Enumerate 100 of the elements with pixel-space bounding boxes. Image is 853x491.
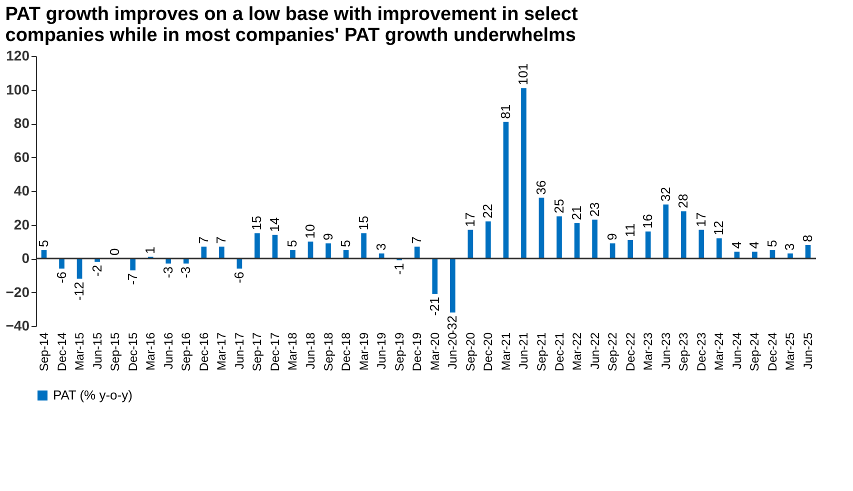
x-tick-label: Jun-24 [730,332,744,370]
data-label: -21 [426,296,442,316]
data-label: 5 [36,240,51,248]
x-tick-label: Sep-20 [463,332,478,372]
data-label: -1 [391,263,406,275]
data-label: -12 [72,282,87,301]
x-tick-label: Jun-19 [374,332,389,370]
x-tick-label: Mar-16 [144,332,158,371]
x-tick-label: Mar-18 [286,332,300,371]
data-label: 25 [551,198,566,214]
data-label: 9 [604,233,620,240]
data-label: 10 [302,224,318,239]
y-tick-label: 80 [14,115,30,131]
x-tick-label: Sep-21 [534,332,548,372]
x-tick-label: Sep-23 [676,332,691,372]
data-label: 15 [249,216,264,230]
data-label: 21 [569,206,584,220]
x-tick-label: Mar-19 [356,332,371,371]
x-tick-label: Mar-24 [712,332,726,371]
x-tick-label: Jun-20 [446,332,460,370]
data-label: 9 [320,233,336,240]
x-tick-label: Jun-18 [304,332,318,370]
data-label: 7 [196,236,211,244]
x-tick-label: Dec-17 [268,332,282,372]
x-tick-label: Dec-16 [196,332,211,372]
data-label: 22 [480,204,496,218]
data-label: 17 [693,212,708,227]
data-label: 0 [107,248,122,256]
data-label: 23 [586,202,602,217]
x-tick-label: Jun-16 [161,332,176,370]
data-label: -7 [124,273,140,285]
data-label: 3 [782,243,798,250]
x-tick-label: Dec-20 [481,332,496,372]
data-label: 17 [462,212,478,227]
y-tick-label: 60 [14,148,30,165]
y-tick-label: −40 [6,318,30,334]
x-tick-label: Jun-25 [801,332,816,370]
y-tick-label: −20 [6,284,30,300]
legend-label: PAT (% y-o-y) [53,388,132,402]
data-label: 8 [800,234,816,242]
x-tick-label: Sep-16 [179,332,194,372]
x-tick-label: Dec-19 [410,332,424,372]
data-label: 28 [676,194,691,208]
x-tick-label: Sep-17 [250,332,264,372]
x-tick-label: Jun-15 [90,332,104,370]
data-label: 5 [764,240,780,248]
y-tick-label: 120 [6,48,30,64]
data-label: -6 [54,272,69,284]
y-tick-label: 20 [14,216,30,232]
x-tick-label: Dec-21 [552,332,566,372]
data-label: 5 [338,240,354,248]
x-tick-label: Dec-18 [339,332,354,372]
data-label: 1 [142,246,158,254]
data-label: -3 [178,266,194,278]
data-label: 4 [728,242,744,249]
data-label: 101 [516,63,531,86]
y-tick-label: 40 [14,182,30,198]
x-tick-label: Mar-22 [570,332,584,371]
x-tick-label: Jun-17 [232,332,246,370]
x-tick-label: Mar-17 [214,332,229,371]
data-label: -2 [89,264,104,276]
data-label: 15 [356,216,371,230]
x-tick-label: Sep-15 [108,332,122,372]
data-label: 14 [266,217,282,232]
x-tick-label: Jun-22 [588,332,602,370]
text: companies while in most companies' PAT growth underwhelms [5,25,576,46]
x-tick-label: Mar-25 [783,332,798,371]
x-tick-label: Dec-23 [694,332,708,372]
data-label: 32 [658,187,673,202]
data-label: -32 [444,316,460,334]
x-tick-label: Sep-19 [392,332,406,372]
x-tick-label: Jun-21 [516,332,531,370]
data-label: 16 [640,214,656,228]
data-label: 81 [498,104,513,119]
data-label: -6 [231,272,246,284]
y-tick-label: 100 [6,81,30,98]
x-tick-label: Sep-24 [748,332,762,372]
x-tick-label: Sep-14 [36,332,51,372]
data-label: 11 [622,223,638,237]
x-tick-label: Mar-20 [428,332,442,371]
x-tick-label: Dec-15 [126,332,140,372]
data-label: 36 [533,180,548,195]
data-label: 5 [284,240,300,248]
data-label: 7 [214,236,229,244]
x-tick-label: Mar-21 [498,332,513,371]
data-label: 7 [409,236,424,244]
data-label: 3 [374,243,389,250]
x-tick-label: Dec-24 [765,332,780,372]
data-label: 12 [711,220,726,236]
text: PAT growth improves on a low base with improvement in select [5,4,578,25]
x-tick-label: Mar-23 [641,332,656,371]
x-tick-label: Sep-22 [606,332,620,372]
data-label: -3 [160,266,176,278]
data-label: 4 [746,242,762,249]
x-tick-label: Jun-23 [658,332,673,370]
x-tick-label: Sep-18 [321,332,336,372]
y-tick-label: 0 [22,250,30,266]
x-tick-label: Dec-22 [623,332,638,372]
x-tick-label: Mar-15 [72,332,87,371]
x-tick-label: Dec-14 [54,332,69,372]
